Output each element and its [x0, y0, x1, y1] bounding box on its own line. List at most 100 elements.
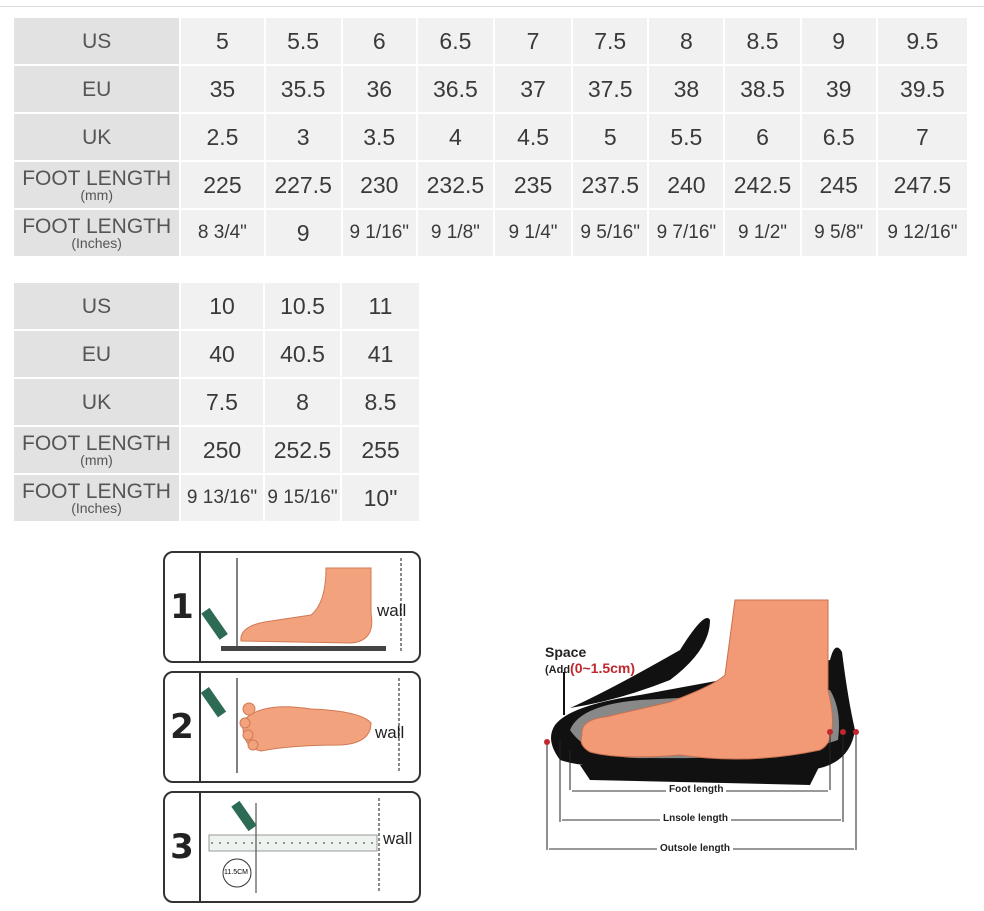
step-number: 1	[165, 553, 201, 661]
table-row: FOOT LENGTH (Inches) 9 13/16" 9 15/16" 10"	[12, 473, 421, 523]
table-row: FOOT LENGTH (Inches) 8 3/4" 9 9 1/16" 9 1/8" 9…	[11, 208, 970, 258]
table-cell: 3	[263, 112, 343, 162]
table-cell: 8.5	[723, 16, 802, 66]
insole-length-label: Lnsole length	[660, 813, 731, 824]
row-label-text: UK	[82, 125, 112, 149]
table-cell: 2.5	[179, 112, 266, 162]
table-cell: 9 1/8"	[415, 208, 495, 258]
space-title: Space	[545, 644, 587, 660]
row-label-text: FOOT LENGTH	[22, 479, 171, 503]
table-row: FOOT LENGTH (mm) 225 227.5 230 232.5 235 237.5 2…	[11, 160, 970, 210]
table-cell: 39	[799, 64, 878, 114]
table-cell: 8	[263, 377, 342, 427]
table-cell: 9 5/16"	[571, 208, 650, 258]
step-number: 3	[165, 793, 201, 901]
table-cell: 4	[415, 112, 495, 162]
row-label-text: FOOT LENGTH	[22, 214, 172, 238]
table-cell: 40.5	[263, 329, 342, 379]
space-note: Space (Add(0~1.5cm)	[545, 644, 635, 678]
ruler-label: 11.5CM	[224, 869, 248, 876]
row-label-unit: (Inches)	[71, 234, 122, 251]
table-cell: 3.5	[340, 112, 418, 162]
outsole-length-label: Outsole length	[657, 843, 733, 854]
table-cell: 8 3/4"	[179, 208, 266, 258]
table-cell: 10"	[340, 473, 421, 523]
row-label-text: UK	[81, 390, 112, 414]
space-range: (0~1.5cm)	[570, 660, 636, 676]
table-cell: 9	[263, 208, 343, 258]
table-cell: 250	[179, 425, 265, 475]
table-row: UK 2.5 3 3.5 4 4.5 5 5.5 6 6.5 7	[11, 112, 970, 162]
table-row: US 10 10.5 11	[12, 281, 421, 331]
table-row: UK 7.5 8 8.5	[12, 377, 421, 427]
shoe-diagram	[544, 599, 859, 850]
table-cell: 255	[340, 425, 421, 475]
step-1: 1 wall	[163, 551, 421, 663]
size-table-2: US 10 10.5 11 EU 40 40.5 41 UK 7.5 8 8.5 FOOT LENGTH…	[12, 281, 421, 523]
table-cell: 7	[492, 16, 574, 66]
table-cell: 247.5	[875, 160, 970, 210]
table-cell: 9 1/16"	[340, 208, 418, 258]
table-row: US 5 5.5 6 6.5 7 7.5 8 8.5 9 9.5	[11, 16, 970, 66]
row-label: UK	[11, 112, 182, 162]
wall-label: wall	[375, 723, 405, 742]
space-add: (Add	[545, 664, 571, 676]
table-cell: 8	[647, 16, 726, 66]
row-label-text: FOOT LENGTH	[22, 431, 171, 455]
table-cell: 9 12/16"	[875, 208, 970, 258]
row-label-unit: (mm)	[80, 186, 113, 203]
ruler-illustration	[208, 798, 380, 893]
row-label: FOOT LENGTH (Inches)	[12, 473, 181, 523]
table-cell: 11	[340, 281, 421, 331]
table-cell: 7.5	[571, 16, 650, 66]
table-cell: 9 15/16"	[263, 473, 342, 523]
table-cell: 8.5	[340, 377, 421, 427]
table-cell: 7.5	[179, 377, 265, 427]
table-cell: 6	[340, 16, 418, 66]
table-cell: 10	[179, 281, 265, 331]
table-cell: 38	[647, 64, 726, 114]
table-cell: 9 1/2"	[723, 208, 802, 258]
row-label-text: EU	[82, 77, 112, 101]
table-cell: 35.5	[263, 64, 343, 114]
table-cell: 7	[875, 112, 970, 162]
table-cell: 6.5	[799, 112, 878, 162]
table-cell: 38.5	[723, 64, 802, 114]
table-cell: 227.5	[263, 160, 343, 210]
table-cell: 6.5	[415, 16, 495, 66]
table-cell: 9.5	[875, 16, 970, 66]
table-cell: 9 1/4"	[492, 208, 574, 258]
table-cell: 237.5	[571, 160, 650, 210]
foot-length-label: Foot length	[666, 784, 727, 795]
table-cell: 240	[647, 160, 726, 210]
row-label: US	[12, 281, 181, 331]
measuring-steps: 1 wall 2 wall 3 11.5CM	[163, 551, 421, 911]
table-cell: 9 5/8"	[799, 208, 878, 258]
table-cell: 235	[492, 160, 574, 210]
foot-top-illustration	[201, 678, 400, 773]
table-cell: 232.5	[415, 160, 495, 210]
table-cell: 4.5	[492, 112, 574, 162]
row-label: US	[11, 16, 182, 66]
table-cell: 36.5	[415, 64, 495, 114]
table-cell: 35	[179, 64, 266, 114]
step-number: 2	[165, 673, 201, 781]
table-cell: 6	[723, 112, 802, 162]
row-label: FOOT LENGTH (mm)	[12, 425, 181, 475]
row-label-text: US	[82, 29, 112, 53]
row-label: UK	[12, 377, 181, 427]
table-cell: 245	[799, 160, 878, 210]
table-cell: 5.5	[647, 112, 726, 162]
table-cell: 225	[179, 160, 266, 210]
foot-side-illustration	[201, 558, 402, 653]
row-label-text: FOOT LENGTH	[22, 166, 172, 190]
row-label: FOOT LENGTH (Inches)	[11, 208, 182, 258]
wall-label: wall	[377, 601, 407, 620]
table-cell: 41	[340, 329, 421, 379]
table-cell: 252.5	[263, 425, 342, 475]
table-cell: 9	[799, 16, 878, 66]
row-label-unit: (mm)	[80, 451, 113, 468]
row-label: EU	[11, 64, 182, 114]
divider	[0, 6, 984, 7]
table-cell: 40	[179, 329, 265, 379]
